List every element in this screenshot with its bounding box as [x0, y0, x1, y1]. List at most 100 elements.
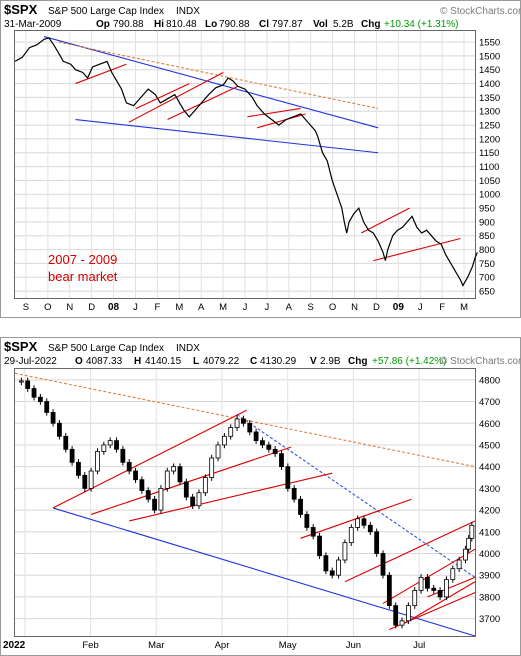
x-tick-label: N: [351, 302, 358, 313]
x-tick-label: May: [279, 640, 297, 651]
price-candle: [425, 576, 430, 589]
x-tick-label: J: [133, 302, 138, 313]
y-tick-label: 4500: [479, 440, 500, 451]
price-candle: [298, 498, 303, 515]
price-candle: [380, 553, 386, 576]
price-candle: [120, 448, 126, 463]
price-candle: [361, 518, 367, 526]
x-tick-labels: S O N D 08 J F M A M J J A S O N D 09 J F M: [23, 302, 468, 313]
y-tick-label: 1550: [479, 38, 500, 49]
price-candle: [405, 605, 411, 622]
y-tick-label: 4800: [479, 375, 500, 386]
price-candle: [152, 498, 157, 511]
low-label: Lo: [205, 19, 217, 30]
x-tick-label: F: [439, 302, 445, 313]
x-tick-label: M: [460, 302, 468, 313]
y-tick-label: 1450: [479, 65, 500, 76]
price-candle: [25, 380, 31, 389]
symbol: $SPX: [4, 2, 38, 17]
volume-value: 5.2B: [333, 19, 354, 30]
x-tick-label: D: [373, 302, 380, 313]
price-series: [18, 377, 475, 629]
price-candle: [31, 388, 37, 398]
price-candle: [399, 620, 405, 626]
price-candle: [126, 461, 132, 472]
trend-line: [247, 107, 301, 118]
price-candle: [456, 559, 462, 570]
y-tick-labels: 650 700 750 800 850 900 950 1000 1050 1100 1150 120…: [479, 38, 500, 298]
price-candle: [183, 481, 189, 498]
price-candle: [158, 487, 164, 511]
x-tick-label: M: [219, 302, 227, 313]
y-tick-label: 1250: [479, 121, 500, 132]
price-candle: [234, 418, 240, 429]
high-label: Hi: [154, 19, 164, 30]
price-candle: [348, 527, 354, 544]
y-tick-label: 1200: [479, 134, 500, 145]
plot-area: [14, 368, 476, 637]
price-candle: [272, 448, 278, 455]
x-tick-label: S: [23, 302, 29, 313]
x-tick-label: J: [243, 302, 248, 313]
x-tick-label: M: [175, 302, 183, 313]
price-candle: [310, 527, 316, 537]
price-candle: [101, 444, 107, 452]
price-candle: [323, 555, 329, 572]
y-tick-label: 1300: [479, 107, 500, 118]
price-candle: [469, 524, 475, 539]
price-candle: [336, 559, 341, 576]
y-tick-label: 4100: [479, 527, 500, 538]
trend-line: [427, 576, 476, 598]
brand-label: © StockCharts.com: [440, 356, 521, 367]
price-candle: [450, 568, 456, 580]
price-candle: [63, 435, 69, 450]
trend-line: [135, 83, 190, 109]
price-candle: [221, 435, 227, 446]
price-candle: [196, 492, 202, 507]
chart-2009-svg: $SPX S&P 500 Large Cap Index INDX © Stoc…: [0, 0, 521, 318]
close-label: Cl: [259, 19, 269, 30]
x-tick-labels: 2022 Feb Mar Apr May Jun Jul: [3, 640, 425, 651]
trend-line: [58, 41, 379, 110]
y-tick-labels: 3700 3800 3900 4000 4100 4200 4300 4400 4500 4600…: [479, 375, 500, 625]
price-candle: [386, 574, 392, 607]
price-candle: [260, 440, 265, 446]
x-tick-label: Apr: [215, 640, 230, 651]
price-candle: [209, 457, 215, 478]
y-tick-label: 3800: [479, 592, 500, 603]
price-candle: [57, 422, 62, 437]
chart-2022-svg: $SPX S&P 500 Large Cap Index INDX 29-Jul…: [0, 337, 521, 656]
change-label: Chg: [361, 19, 380, 30]
y-tick-label: 4000: [479, 549, 500, 560]
trend-line: [373, 237, 461, 262]
trend-line: [129, 472, 333, 522]
close-value: 4130.29: [260, 356, 297, 367]
price-candle: [95, 451, 100, 472]
trend-line: [382, 548, 476, 604]
price-candle: [69, 448, 75, 463]
price-candle: [114, 440, 119, 450]
y-tick-label: 4700: [479, 397, 500, 408]
x-tick-label: F: [154, 302, 160, 313]
price-candle: [215, 444, 221, 459]
price-candle: [418, 576, 424, 591]
price-candle: [279, 453, 284, 468]
price-candle: [76, 461, 81, 476]
high-value: 810.48: [166, 19, 197, 30]
trend-line: [14, 372, 476, 468]
trend-line: [43, 36, 379, 129]
y-tick-label: 3700: [479, 614, 500, 625]
x-tick-label: Mar: [148, 640, 164, 651]
price-candle: [107, 440, 113, 446]
trend-line: [52, 409, 247, 509]
trend-line: [236, 414, 476, 578]
close-value: 797.87: [272, 19, 303, 30]
open-label: O: [75, 356, 83, 367]
price-candle: [171, 466, 177, 472]
y-tick-label: 4600: [479, 419, 500, 430]
price-candle: [374, 531, 380, 554]
x-tick-label: O: [44, 302, 51, 313]
x-tick-label: A: [198, 302, 205, 313]
x-tick-label: J: [265, 302, 270, 313]
price-candle: [393, 605, 399, 626]
